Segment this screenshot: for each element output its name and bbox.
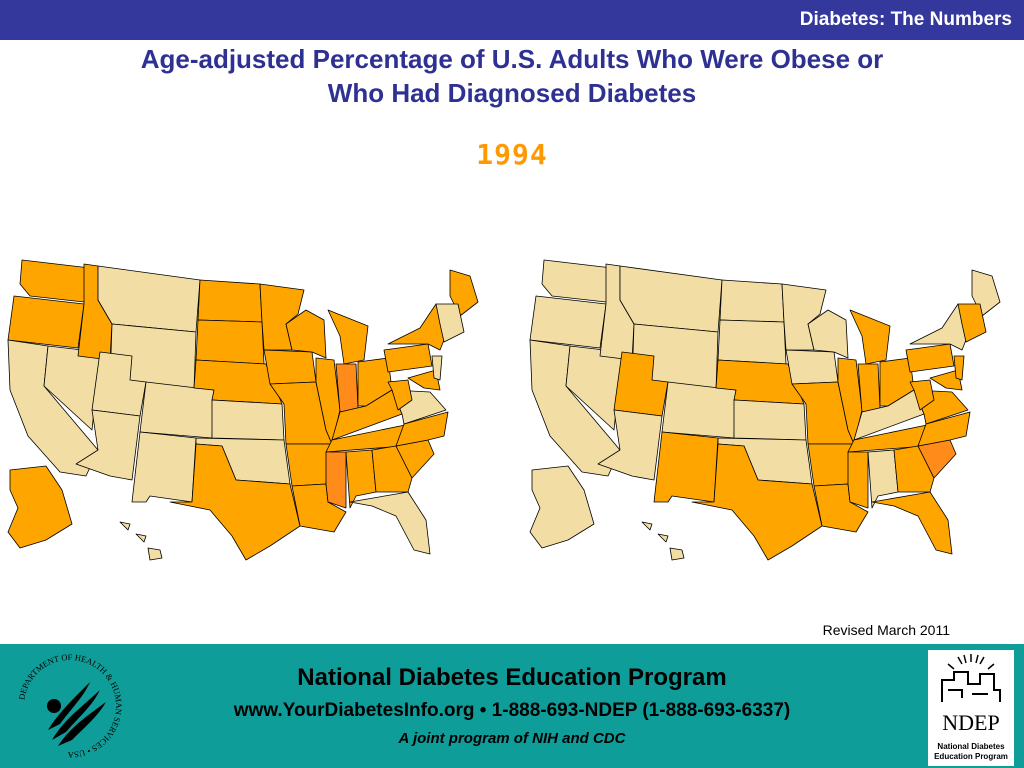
ndep-logo: NDEP National Diabetes Education Program [928, 650, 1014, 766]
slide-title-line1: Age-adjusted Percentage of U.S. Adults W… [140, 44, 884, 74]
state-md [407, 369, 441, 391]
state-fl [349, 491, 431, 555]
diabetes-map [529, 259, 1001, 561]
state-mt [97, 265, 201, 333]
footer-bar [0, 644, 1024, 768]
state-nd [719, 279, 785, 323]
state-ne-eng [957, 303, 987, 343]
state-co [139, 381, 215, 439]
state-nm [653, 431, 719, 503]
state-ms [847, 451, 869, 509]
state-wi [285, 309, 327, 359]
state-ks [733, 399, 807, 441]
state-wa [541, 259, 613, 303]
state-in [857, 363, 881, 413]
state-mi [327, 309, 369, 365]
footer-joint-note: A joint program of NIH and CDC [398, 730, 626, 747]
state-hi [641, 521, 685, 561]
ndep-logo-wordmark: NDEP [942, 710, 1000, 735]
state-nc [395, 411, 449, 447]
state-ne-eng [435, 303, 465, 343]
state-ga [893, 445, 935, 493]
year-label: 1994 [476, 138, 548, 171]
ndep-logo-sub2: Education Program [934, 752, 1008, 761]
state-pa [905, 343, 955, 373]
state-nj [953, 355, 965, 381]
revised-date: Revised March 2011 [822, 622, 950, 638]
maps-area [0, 240, 1024, 570]
state-ak [7, 465, 73, 549]
state-al [867, 449, 899, 509]
state-in [335, 363, 359, 413]
state-fl [871, 491, 953, 555]
state-wi [807, 309, 849, 359]
state-ar [285, 443, 331, 487]
state-mi [849, 309, 891, 365]
state-ia [263, 349, 317, 385]
state-ms [325, 451, 347, 509]
slide-title: Age-adjusted Percentage of U.S. Adults W… [0, 42, 1024, 110]
state-wv [387, 379, 413, 411]
header-title: Diabetes: The Numbers [799, 9, 1012, 30]
footer-contact-link[interactable]: www.YourDiabetesInfo.org • 1-888-693-NDE… [233, 700, 791, 721]
state-or [529, 295, 607, 349]
slide-title-line2: Who Had Diagnosed Diabetes [327, 78, 697, 108]
state-md [929, 369, 963, 391]
obesity-map [7, 259, 479, 561]
footer-org-name: National Diabetes Education Program [297, 664, 727, 691]
state-tx [691, 443, 823, 561]
state-tx [169, 443, 301, 561]
state-co [661, 381, 737, 439]
state-hi [119, 521, 163, 561]
header-bar: Diabetes: The Numbers [0, 0, 1024, 40]
ndep-logo-sub1: National Diabetes [937, 742, 1005, 751]
hhs-seal-logo: DEPARTMENT OF HEALTH & HUMAN SERVICES • … [14, 650, 126, 762]
state-pa [383, 343, 433, 373]
state-wa [19, 259, 91, 303]
state-ak [529, 465, 595, 549]
state-ia [785, 349, 839, 385]
state-sd [717, 319, 787, 365]
state-ga [371, 445, 413, 493]
state-sd [195, 319, 265, 365]
state-or [7, 295, 85, 349]
state-nj [431, 355, 443, 381]
state-ks [211, 399, 285, 441]
state-ar [807, 443, 853, 487]
state-nm [131, 431, 197, 503]
state-az [597, 409, 663, 481]
state-nc [917, 411, 971, 447]
state-az [75, 409, 141, 481]
state-wv [909, 379, 935, 411]
state-al [345, 449, 377, 509]
state-nd [197, 279, 263, 323]
state-mt [619, 265, 723, 333]
